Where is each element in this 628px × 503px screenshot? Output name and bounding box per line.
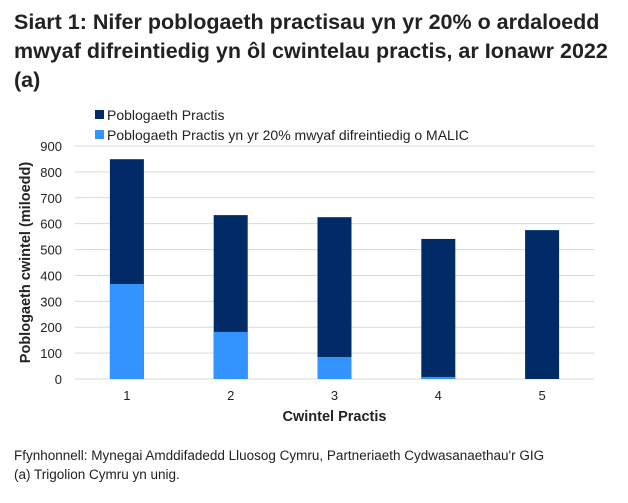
bar-total-3 [317, 217, 352, 379]
chart-title: Siart 1: Nifer poblogaeth practisau yn y… [14, 10, 608, 92]
footer: Ffynhonnell: Mynegai Amddifadedd Lluosog… [14, 446, 544, 484]
bar-deprived-2 [213, 331, 248, 379]
y-tick-label: 100 [40, 346, 62, 361]
x-tick-label: 2 [227, 388, 234, 403]
legend-label: Poblogaeth Practis [107, 107, 225, 123]
y-tick-label: 700 [40, 191, 62, 206]
y-tick-label: 300 [40, 294, 62, 309]
bar-total-4 [421, 238, 456, 379]
x-axis-label: Cwintel Practis [283, 409, 387, 425]
footnote: (a) Trigolion Cymru yn unig. [14, 467, 180, 482]
x-tick-label: 4 [435, 388, 442, 403]
x-tick-label: 1 [123, 388, 130, 403]
y-tick-label: 500 [40, 243, 62, 258]
bar-deprived-1 [109, 283, 144, 379]
y-tick-label: 0 [55, 372, 62, 387]
x-tick-label: 3 [331, 388, 338, 403]
y-tick-label: 400 [40, 268, 62, 283]
y-tick-label: 900 [40, 139, 62, 154]
y-tick-label: 600 [40, 217, 62, 232]
bar-deprived-4 [421, 376, 456, 379]
legend-swatch [95, 110, 104, 119]
y-tick-label: 800 [40, 165, 62, 180]
bar-total-5 [525, 230, 560, 379]
bar-deprived-3 [317, 356, 352, 379]
source-note: Ffynhonnell: Mynegai Amddifadedd Lluosog… [14, 448, 545, 463]
x-tick-label: 5 [538, 388, 545, 403]
y-axis-label: Poblogaeth cwintel (miloedd) [18, 162, 34, 364]
y-tick-label: 200 [40, 320, 62, 335]
legend-label: Poblogaeth Practis yn yr 20% mwyaf difre… [107, 127, 469, 143]
legend-swatch [95, 130, 104, 139]
